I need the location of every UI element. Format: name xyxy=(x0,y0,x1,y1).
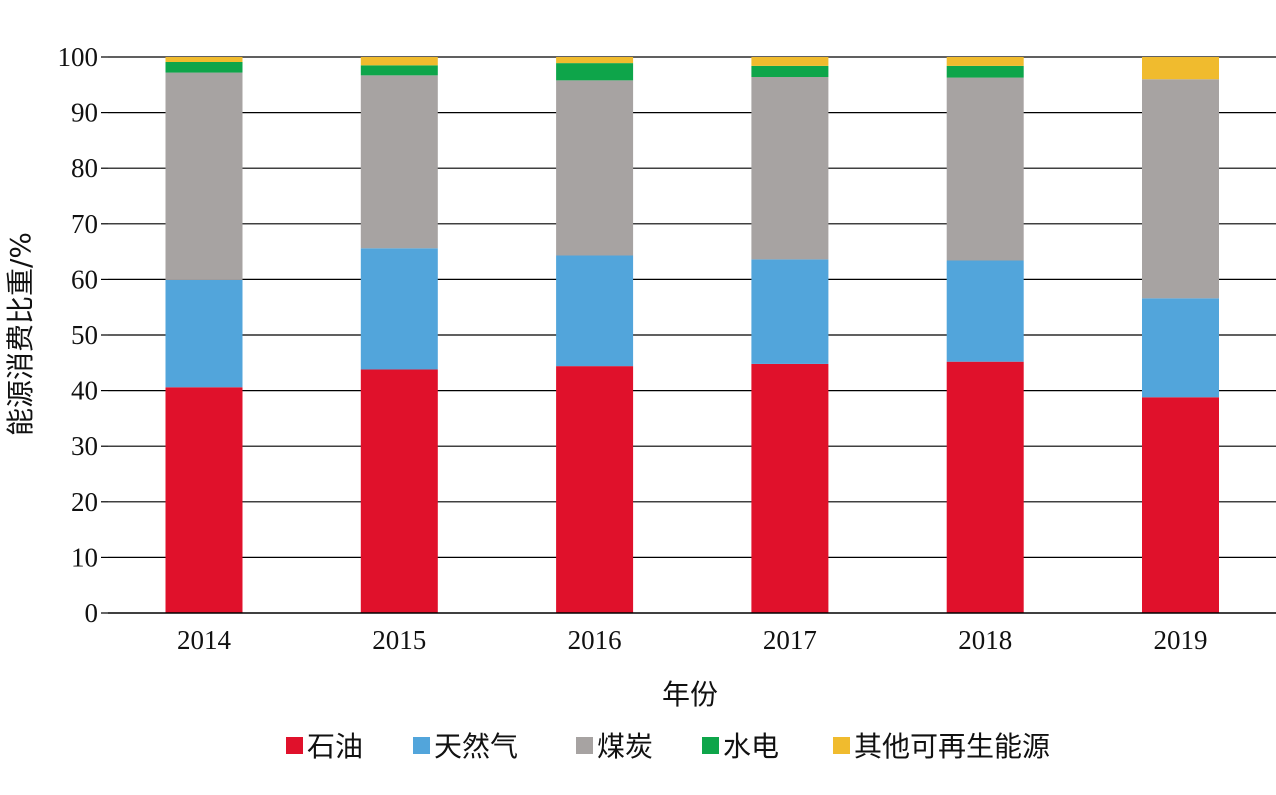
legend-swatch xyxy=(413,737,430,754)
x-tick-label: 2016 xyxy=(568,625,622,655)
y-tick-label: 30 xyxy=(71,431,98,461)
legend-label: 其他可再生能源 xyxy=(854,730,1050,763)
y-tick-label: 20 xyxy=(71,487,98,517)
bar-segment-2017-4 xyxy=(751,57,829,66)
bar-segment-2014-0 xyxy=(165,387,243,613)
bar-segment-2019-1 xyxy=(1142,298,1219,398)
bar-segment-2018-3 xyxy=(946,65,1024,78)
bars xyxy=(165,57,1219,613)
y-tick-label: 0 xyxy=(85,598,99,628)
legend-item: 水电 xyxy=(702,730,779,763)
y-tick-label: 90 xyxy=(71,98,98,128)
bar-segment-2016-1 xyxy=(556,255,634,367)
bar-segment-2015-4 xyxy=(360,57,438,66)
legend-item: 其他可再生能源 xyxy=(833,730,1050,763)
y-tick-label: 10 xyxy=(71,542,98,572)
gridlines xyxy=(108,56,1276,559)
legend-label: 煤炭 xyxy=(597,730,653,763)
bar-segment-2018-0 xyxy=(946,361,1024,613)
x-tick-label: 2014 xyxy=(177,625,232,655)
legend-label: 天然气 xyxy=(434,730,518,763)
bar-segment-2016-2 xyxy=(556,80,634,256)
bar-segment-2018-1 xyxy=(946,260,1024,362)
x-tick-label: 2015 xyxy=(372,625,426,655)
x-tick-label: 2019 xyxy=(1154,625,1208,655)
legend-swatch xyxy=(833,737,850,754)
legend-label: 石油 xyxy=(307,730,363,763)
bar-segment-2018-4 xyxy=(946,57,1024,66)
bar-segment-2019-0 xyxy=(1142,397,1219,613)
bar-segment-2019-2 xyxy=(1142,79,1219,299)
y-tick-label: 40 xyxy=(71,376,98,406)
bar-segment-2016-0 xyxy=(556,366,634,613)
y-tick-label: 60 xyxy=(71,264,98,294)
bar-segment-2017-0 xyxy=(751,363,829,613)
bar-segment-2014-1 xyxy=(165,279,243,388)
y-tick-label: 50 xyxy=(71,320,98,350)
bar-segment-2014-2 xyxy=(165,72,243,280)
y-axis-title: 能源消费比重/% xyxy=(4,232,37,436)
y-tick-label: 80 xyxy=(71,153,98,183)
legend: 石油 天然气 煤炭 水电 其他可再生能源 xyxy=(286,730,1050,763)
bar-segment-2019-4 xyxy=(1142,57,1219,80)
bar-segment-2015-0 xyxy=(360,369,438,613)
legend-item: 煤炭 xyxy=(576,730,653,763)
y-tick-label: 70 xyxy=(71,209,98,239)
bar-segment-2016-4 xyxy=(556,57,634,64)
legend-label: 水电 xyxy=(723,730,779,763)
bar-segment-2017-3 xyxy=(751,65,829,78)
bar-segment-2015-1 xyxy=(360,248,438,370)
y-tick-label: 100 xyxy=(58,42,99,72)
legend-swatch xyxy=(576,737,593,754)
legend-item: 天然气 xyxy=(413,730,518,763)
x-tick-label: 2017 xyxy=(763,625,817,655)
legend-swatch xyxy=(286,737,303,754)
legend-swatch xyxy=(702,737,719,754)
bar-segment-2014-4 xyxy=(165,57,243,63)
bar-segment-2017-2 xyxy=(751,77,829,260)
bar-segment-2015-3 xyxy=(360,65,438,76)
bar-segment-2017-1 xyxy=(751,259,829,364)
x-tick-label: 2018 xyxy=(958,625,1012,655)
bar-segment-2018-2 xyxy=(946,77,1024,261)
bar-segment-2016-3 xyxy=(556,63,634,81)
y-axis-ticks: 0 10 20 30 40 50 60 70 80 90 100 xyxy=(58,42,108,628)
bar-segment-2015-2 xyxy=(360,75,438,249)
x-axis-title: 年份 xyxy=(662,678,718,711)
bar-segment-2014-3 xyxy=(165,62,243,73)
legend-item: 石油 xyxy=(286,730,363,763)
x-axis-ticks: 2014 2015 2016 2017 2018 2019 xyxy=(177,625,1208,655)
